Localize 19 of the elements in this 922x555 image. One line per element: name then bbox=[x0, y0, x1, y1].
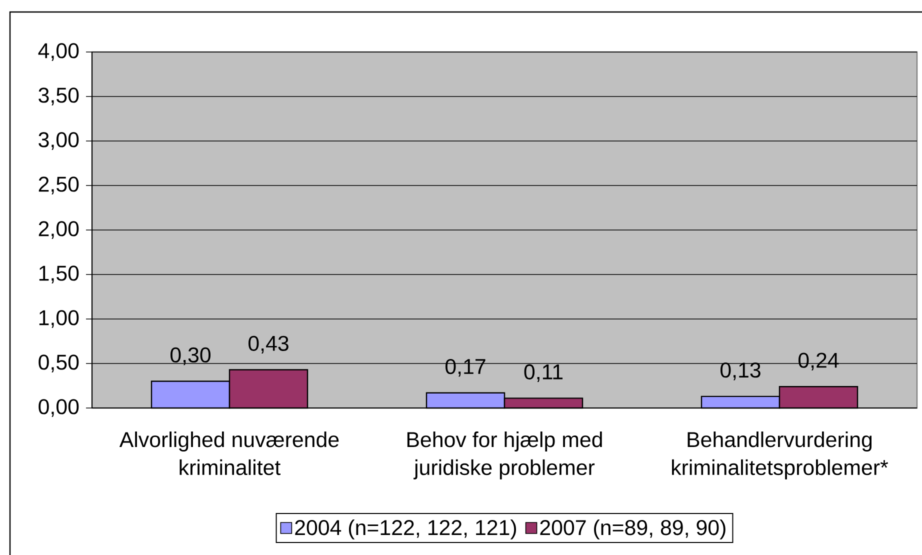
y-tick-label: 1,50 bbox=[39, 266, 79, 284]
y-tick-label: 2,50 bbox=[38, 176, 79, 194]
legend-label: 2004 (n=122, 122, 121) bbox=[295, 519, 516, 540]
data-label: 0,13 bbox=[720, 362, 760, 380]
data-label: 0,17 bbox=[446, 358, 486, 377]
y-tick-label: 0,50 bbox=[38, 354, 79, 372]
data-label: 0,30 bbox=[170, 347, 211, 366]
y-tick-label: 1,00 bbox=[39, 310, 79, 328]
legend-label: 2007 (n=89, 89, 90) bbox=[540, 519, 726, 540]
y-tick-label: 0,00 bbox=[38, 399, 79, 417]
y-tick-label: 4,00 bbox=[38, 43, 79, 61]
y-tick-label: 2,00 bbox=[38, 221, 79, 239]
data-label: 0,43 bbox=[248, 336, 288, 354]
x-tick-label: Behov for hjælp med juridiske problemer bbox=[407, 432, 602, 480]
data-label: 0,11 bbox=[524, 364, 563, 382]
y-tick-label: 3,00 bbox=[38, 132, 79, 150]
x-tick-label: Alvorlighed nuværende kriminalitet bbox=[119, 432, 339, 476]
x-tick-label: Behandlervurdering kriminalitetsproblemer* bbox=[672, 432, 888, 480]
y-tick-label: 3,50 bbox=[38, 88, 79, 106]
